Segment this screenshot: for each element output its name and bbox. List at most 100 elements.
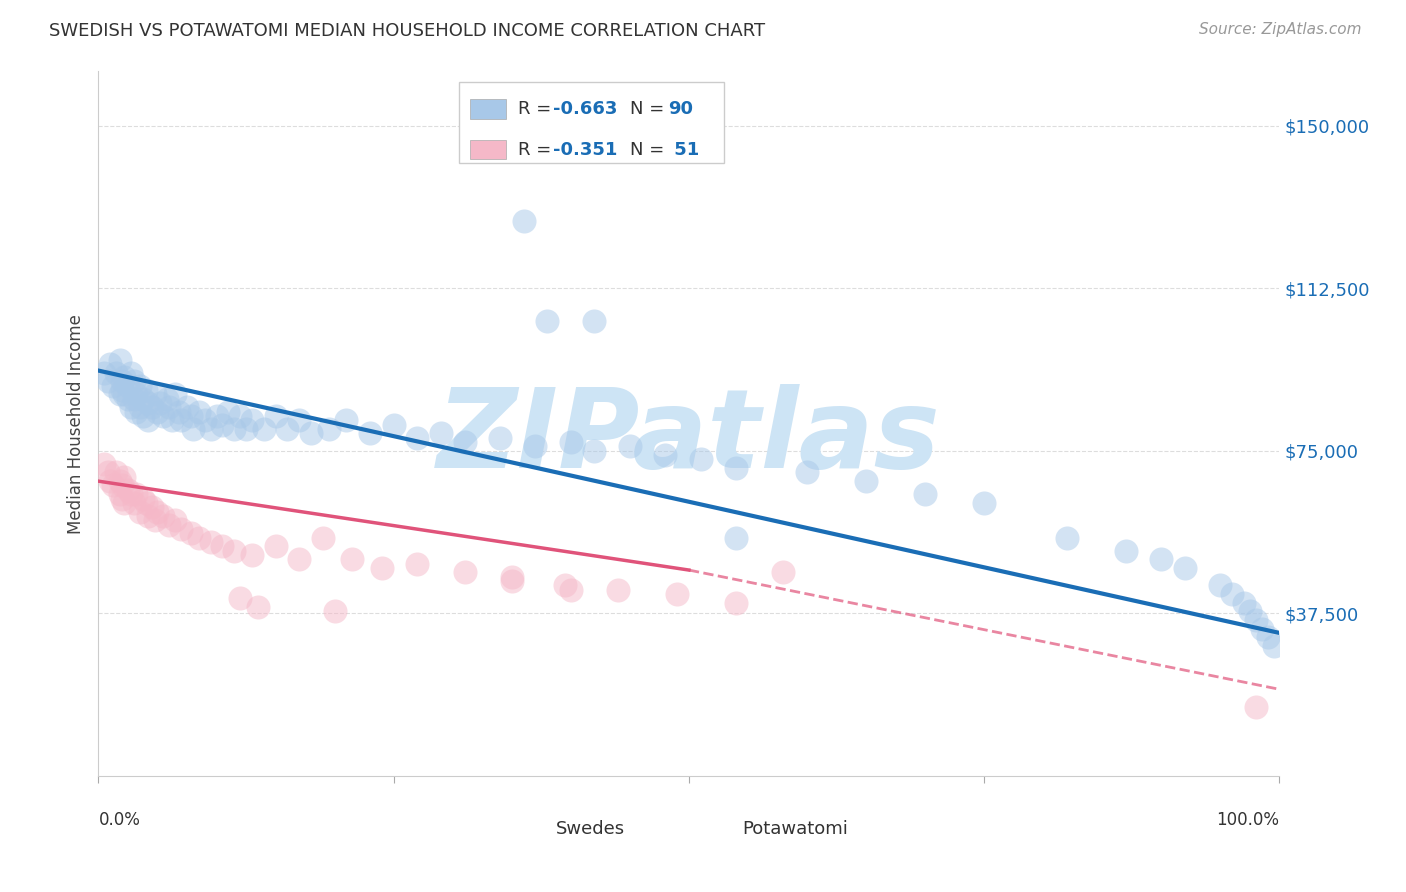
Point (335, 413, 357, 427)
Point (165, 513, 187, 527)
Point (117, 378, 139, 392)
Point (111, 478, 134, 492)
Point (181, 422, 204, 436)
Point (105, 366, 128, 380)
Point (299, 426, 322, 441)
Point (135, 383, 157, 397)
Point (536, 314, 558, 328)
Text: 0.0%: 0.0% (98, 812, 141, 830)
Point (359, 426, 381, 441)
Point (97, 466, 120, 480)
Point (288, 552, 311, 566)
Point (170, 522, 193, 536)
Point (1209, 578, 1232, 592)
Point (98, 357, 121, 371)
Point (146, 405, 169, 419)
Text: ZIPatlas: ZIPatlas (437, 384, 941, 491)
Point (371, 561, 394, 575)
Point (489, 431, 512, 445)
Text: R =: R = (517, 100, 557, 118)
Point (132, 392, 155, 406)
Point (246, 599, 269, 614)
Point (501, 574, 523, 588)
Point (382, 417, 405, 432)
Point (1263, 639, 1285, 653)
Text: R =: R = (517, 141, 557, 159)
Point (135, 496, 157, 510)
Point (98, 474, 121, 488)
Point (654, 448, 676, 462)
Point (560, 582, 582, 597)
Point (112, 470, 135, 484)
FancyBboxPatch shape (471, 99, 506, 119)
Text: N =: N = (630, 100, 669, 118)
Point (132, 491, 155, 506)
FancyBboxPatch shape (458, 82, 724, 163)
Text: Source: ZipAtlas.com: Source: ZipAtlas.com (1198, 22, 1361, 37)
Point (512, 214, 534, 228)
Point (453, 435, 475, 450)
Point (167, 405, 190, 419)
Point (1056, 531, 1078, 545)
Point (453, 566, 475, 580)
Text: SWEDISH VS POTAWATOMI MEDIAN HOUSEHOLD INCOME CORRELATION CHART: SWEDISH VS POTAWATOMI MEDIAN HOUSEHOLD I… (49, 22, 765, 40)
Point (1257, 630, 1279, 644)
Point (312, 531, 335, 545)
Point (689, 452, 711, 467)
Point (117, 392, 139, 406)
Point (224, 543, 246, 558)
Point (524, 440, 547, 454)
Point (194, 413, 217, 427)
Point (101, 378, 124, 392)
Point (111, 375, 134, 389)
Point (855, 474, 877, 488)
Point (1239, 604, 1261, 618)
Point (128, 504, 150, 518)
Point (146, 504, 169, 518)
Point (121, 366, 143, 380)
Point (125, 405, 148, 419)
Point (157, 517, 180, 532)
Point (583, 314, 606, 328)
Point (406, 431, 429, 445)
Text: Potawatomi: Potawatomi (742, 820, 848, 838)
Point (1150, 552, 1173, 566)
Point (342, 552, 364, 566)
Point (156, 392, 179, 406)
Point (176, 401, 198, 415)
Point (112, 370, 135, 384)
Point (122, 392, 145, 406)
Point (554, 578, 576, 592)
Point (501, 569, 523, 583)
Point (165, 387, 187, 401)
Point (122, 496, 145, 510)
Point (1174, 561, 1197, 575)
Point (1244, 613, 1267, 627)
Point (152, 409, 174, 423)
Point (136, 413, 159, 427)
Point (1233, 596, 1256, 610)
Point (224, 422, 246, 436)
Point (160, 413, 183, 427)
Point (108, 352, 131, 367)
Point (125, 487, 148, 501)
Point (180, 409, 202, 423)
Point (288, 413, 311, 427)
Point (772, 566, 794, 580)
Point (914, 487, 936, 501)
Point (187, 531, 209, 545)
Point (121, 487, 143, 501)
Point (1244, 699, 1267, 714)
Point (180, 526, 202, 541)
Point (430, 426, 453, 441)
FancyBboxPatch shape (471, 140, 506, 160)
Point (264, 539, 287, 553)
Point (128, 401, 150, 415)
Point (1220, 587, 1243, 601)
Point (157, 401, 180, 415)
Point (211, 417, 233, 432)
FancyBboxPatch shape (508, 822, 541, 837)
Point (205, 409, 228, 423)
Point (121, 401, 143, 415)
Point (607, 582, 630, 597)
